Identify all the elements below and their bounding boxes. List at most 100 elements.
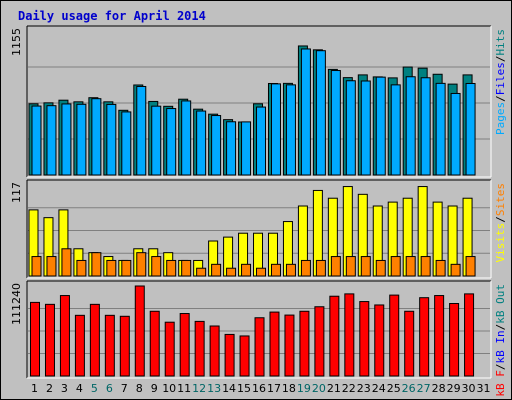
y-max-label: 1155	[10, 28, 23, 56]
bar-files	[136, 85, 147, 176]
day-label: 22	[342, 382, 356, 395]
bar-files	[31, 105, 42, 176]
bar-kbf	[194, 320, 205, 377]
bar-kbf	[89, 303, 100, 377]
bar-kbf	[434, 295, 445, 377]
bar-sites	[390, 256, 401, 277]
bar-sites	[196, 267, 207, 277]
bar-kbf	[239, 335, 250, 377]
bar-files	[390, 84, 401, 176]
bar-files	[151, 105, 162, 176]
bar-files	[435, 82, 446, 176]
legend-entry: Visits	[494, 223, 507, 263]
bar-sites	[151, 256, 162, 277]
bar-sites	[61, 248, 72, 277]
bar-kbf	[104, 314, 115, 377]
bar-sites	[435, 259, 446, 277]
bar-files	[61, 103, 72, 176]
bar-sites	[91, 252, 102, 277]
bar-sites	[375, 259, 386, 277]
bar-sites	[211, 263, 222, 277]
chart-panels: 1155Pages/Files/Hits117Visits/Sites11124…	[10, 25, 507, 397]
bar-files	[196, 110, 207, 176]
bar-sites	[360, 256, 371, 277]
day-label: 31	[477, 382, 491, 395]
day-label: 18	[282, 382, 296, 395]
legend-entry: /	[494, 324, 507, 331]
legend-entry: Hits	[494, 29, 507, 56]
bar-files	[241, 121, 252, 176]
legend-entry: kB F	[494, 370, 507, 397]
day-label: 25	[387, 382, 401, 395]
day-label: 24	[372, 382, 386, 395]
bar-files	[226, 121, 237, 176]
day-label: 23	[357, 382, 371, 395]
bar-kbf	[134, 285, 145, 377]
day-label: 28	[432, 382, 446, 395]
day-label: 30	[462, 382, 476, 395]
bar-kbf	[404, 310, 415, 377]
series-legend: Pages/Files/Hits	[494, 29, 507, 135]
bar-kbf	[164, 321, 175, 377]
bar-sites	[450, 263, 461, 277]
day-label: 15	[237, 382, 251, 395]
day-label: 7	[121, 382, 128, 395]
series-legend: Visits/Sites	[494, 183, 507, 263]
bar-files	[465, 82, 476, 176]
bar-kbf	[389, 294, 400, 377]
bar-kbf	[464, 293, 475, 377]
bar-sites	[136, 252, 147, 277]
bar-sites	[106, 259, 117, 277]
bar-kbf	[314, 306, 325, 377]
legend-entry: /	[494, 216, 507, 223]
bar-kbf	[284, 314, 295, 377]
legend-entry: Pages	[494, 102, 507, 135]
bar-files	[76, 103, 87, 176]
day-label: 19	[297, 382, 311, 395]
bar-files	[256, 106, 267, 176]
bar-kbf	[269, 311, 280, 377]
bar-files	[285, 84, 296, 176]
bar-kbf	[419, 297, 430, 377]
legend-entry: kB In	[494, 330, 507, 363]
bar-kbf	[299, 310, 310, 377]
bar-sites	[465, 256, 476, 277]
bar-sites	[166, 259, 177, 277]
bar-files	[375, 76, 386, 176]
day-label: 21	[327, 382, 341, 395]
bar-sites	[76, 259, 87, 277]
day-label: 5	[91, 382, 98, 395]
bar-kbf	[449, 303, 460, 377]
day-label: 10	[162, 382, 176, 395]
bar-files	[121, 111, 132, 176]
chart-title: Daily usage for April 2014	[18, 9, 206, 23]
bar-files	[46, 105, 57, 176]
bar-sites	[226, 267, 237, 277]
day-label: 14	[222, 382, 236, 395]
bar-files	[91, 98, 102, 176]
day-label: 27	[417, 382, 431, 395]
legend-entry: Files	[494, 62, 507, 95]
bar-files	[360, 80, 371, 176]
bar-sites	[256, 267, 267, 277]
legend-entry: /	[494, 95, 507, 102]
legend-entry: kB Out	[494, 284, 507, 324]
bar-kbf	[119, 315, 130, 377]
bar-files	[420, 77, 431, 176]
day-label: 20	[312, 382, 326, 395]
bar-sites	[121, 259, 132, 277]
legend-entry: /	[494, 56, 507, 63]
y-max-label: 111240	[10, 283, 23, 325]
day-label: 9	[151, 382, 158, 395]
legend-entry: Sites	[494, 183, 507, 216]
day-label: 13	[207, 382, 221, 395]
bar-kbf	[329, 295, 340, 377]
bar-kbf	[149, 310, 160, 377]
bar-files	[211, 115, 222, 176]
bar-sites	[181, 259, 192, 277]
series-legend: kB F/kB In/kB Out	[494, 284, 507, 397]
day-label: 6	[106, 382, 113, 395]
bar-kbf	[254, 317, 265, 377]
